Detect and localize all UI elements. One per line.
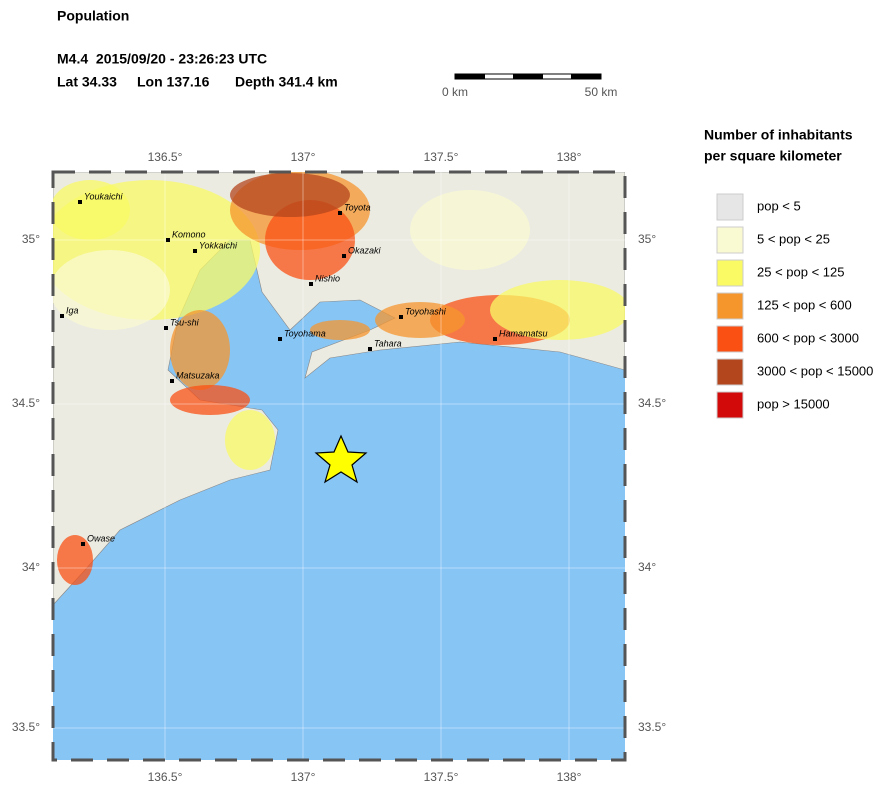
population-area — [490, 280, 625, 340]
legend-label: pop > 15000 — [757, 396, 830, 411]
scale-end: 50 km — [585, 85, 618, 99]
population-area — [53, 250, 170, 330]
depth: Depth 341.4 km — [235, 74, 338, 90]
city-label: Hamamatsu — [499, 328, 548, 338]
legend-label: 25 < pop < 125 — [757, 264, 844, 279]
lat: Lat 34.33 — [57, 74, 117, 90]
city-marker — [166, 238, 170, 242]
city-marker — [309, 282, 313, 286]
city-label: Toyohama — [284, 328, 326, 338]
city-marker — [193, 249, 197, 253]
legend-title: per square kilometer — [704, 148, 842, 164]
city-label: Nishio — [315, 273, 340, 283]
population-area — [170, 385, 250, 415]
lat-label: 34.5° — [12, 396, 40, 410]
city-label: Youkaichi — [84, 191, 124, 201]
legend-swatch — [716, 358, 744, 386]
event: M4.4 2015/09/20 - 23:26:23 UTC — [57, 51, 267, 67]
lon-label: 138° — [557, 150, 582, 164]
city-marker — [170, 379, 174, 383]
lat-label: 34° — [638, 560, 656, 574]
scale-bar: 0 km 50 km — [442, 73, 618, 99]
city-marker — [278, 337, 282, 341]
city-marker — [399, 315, 403, 319]
population-area — [410, 190, 530, 270]
city-label: Komono — [172, 229, 206, 239]
city-label: Toyohashi — [405, 306, 447, 316]
city-label: Tahara — [374, 338, 402, 348]
city-label: Toyota — [344, 202, 371, 212]
legend-title: Number of inhabitants — [704, 127, 853, 143]
legend-label: 3000 < pop < 15000 — [757, 363, 873, 378]
population-area — [310, 320, 370, 340]
legend-swatch — [716, 193, 744, 221]
population-area — [375, 302, 465, 338]
population-area — [53, 180, 130, 240]
city-label: Owase — [87, 533, 115, 543]
city-marker — [164, 326, 168, 330]
lon-label: 137.5° — [424, 770, 459, 784]
map-frame — [51, 170, 627, 762]
lat-label: 34° — [22, 560, 40, 574]
title: Population — [57, 8, 129, 24]
legend-swatch — [716, 259, 744, 287]
city-marker — [342, 254, 346, 258]
lat-label: 33.5° — [12, 720, 40, 734]
scale-start: 0 km — [442, 85, 468, 99]
population-area — [265, 200, 355, 280]
population-area — [225, 410, 275, 470]
city-label: Tsu-shi — [170, 317, 200, 327]
lat-label: 34.5° — [638, 396, 666, 410]
city-label: Yokkaichi — [199, 240, 238, 250]
lon-label: 138° — [557, 770, 582, 784]
legend-swatch — [716, 391, 744, 419]
lat-label: 35° — [638, 232, 656, 246]
city-marker — [368, 347, 372, 351]
city-marker — [60, 314, 64, 318]
legend-label: pop < 5 — [757, 198, 801, 213]
legend-label: 5 < pop < 25 — [757, 231, 830, 246]
lon: Lon 137.16 — [137, 74, 210, 90]
lon-label: 137.5° — [424, 150, 459, 164]
lon-label: 137° — [291, 150, 316, 164]
population-area — [170, 310, 230, 390]
city-label: Matsuzaka — [176, 370, 220, 380]
population-area — [57, 535, 93, 585]
population-area — [230, 173, 350, 217]
lon-label: 136.5° — [148, 150, 183, 164]
legend-label: 600 < pop < 3000 — [757, 330, 859, 345]
legend-swatch — [716, 226, 744, 254]
lat-label: 35° — [22, 232, 40, 246]
city-marker — [81, 542, 85, 546]
city-marker — [493, 337, 497, 341]
city-marker — [338, 211, 342, 215]
city-label: Okazaki — [348, 245, 382, 255]
city-marker — [78, 200, 82, 204]
lat-label: 33.5° — [638, 720, 666, 734]
epicenter — [314, 434, 368, 484]
city-label: Iga — [66, 305, 79, 315]
legend-swatch — [716, 292, 744, 320]
lon-label: 137° — [291, 770, 316, 784]
legend-swatch — [716, 325, 744, 353]
lon-label: 136.5° — [148, 770, 183, 784]
legend-label: 125 < pop < 600 — [757, 297, 852, 312]
